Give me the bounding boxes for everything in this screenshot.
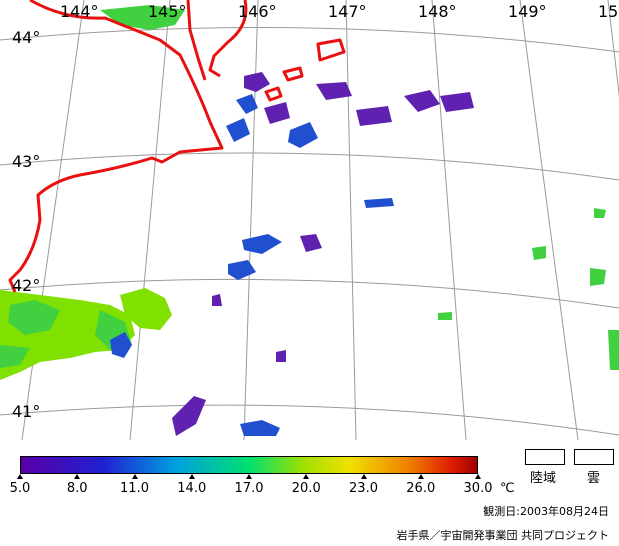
colorbar-tick-mark: [303, 474, 310, 479]
credit: 岩手県／宇宙開発事業団 共同プロジェクト: [396, 529, 610, 542]
sst-green-patch: [0, 5, 619, 370]
colorbar-tick-label: 30.0: [463, 481, 493, 496]
sst-purple-patches: [172, 72, 474, 436]
colorbar-tick-label: 26.0: [406, 481, 436, 496]
land-label: 陸域: [530, 471, 557, 486]
coast-island-c: [316, 38, 346, 62]
colorbar-unit: ℃: [500, 481, 515, 496]
lon-label-149: 149°: [508, 2, 547, 21]
coast-shiretoko: [186, 0, 207, 81]
coast-island-a: [264, 86, 283, 102]
observation-date: 観測日:2003年08月24日: [483, 505, 609, 518]
colorbar-tick-mark: [360, 474, 367, 479]
lon-label-147: 147°: [328, 2, 367, 21]
colorbar-tick-mark: [417, 474, 424, 479]
colorbar-tick-mark: [246, 474, 252, 479]
meridian-146: [243, 0, 259, 440]
land-swatch: [525, 449, 565, 465]
colorbar-tick-label: 11.0: [120, 481, 149, 496]
meridian-149: [519, 0, 579, 440]
meridian-147: [345, 0, 357, 440]
colorbar-tick-label: 20.0: [291, 481, 321, 496]
coast-kunashiri: [208, 0, 248, 78]
colorbar-tick-label: 14.0: [177, 481, 207, 496]
meridian-145: [129, 0, 171, 440]
lon-label-145: 145°: [148, 2, 187, 21]
meridian-150: [607, 0, 619, 98]
meridian-148: [431, 0, 467, 440]
parallel-41: [0, 404, 619, 436]
colorbar-tick-mark: [17, 474, 23, 479]
colorbar: [20, 456, 478, 474]
cloud-label: 雲: [587, 471, 601, 486]
colorbar-tick-label: 23.0: [349, 481, 378, 496]
cloud-swatch: [574, 449, 614, 465]
parallel-42: [0, 278, 619, 309]
sst-map: [0, 0, 619, 440]
colorbar-tick-mark: [188, 474, 195, 479]
lon-label-148: 148°: [418, 2, 457, 21]
colorbar-tick-label: 5.0: [9, 481, 31, 496]
graticule: [0, 0, 619, 440]
colorbar-tick-label: 17.0: [234, 481, 264, 496]
coast-hokkaido: [8, 0, 224, 293]
lon-label-150: 15: [598, 2, 619, 21]
parallel-43: [0, 152, 619, 181]
sst-cold-patches: [110, 94, 394, 436]
parallel-44: [0, 27, 619, 53]
lat-label-41: 41°: [12, 402, 41, 421]
lat-label-42: 42°: [12, 276, 41, 295]
lat-label-44: 44°: [12, 28, 41, 47]
coastline: [8, 0, 346, 293]
colorbar-ticks: 5.0 8.0 11.0 14.0 17.0 20.0 23.0 26.0 30.0: [10, 474, 492, 498]
meridian-144: [21, 0, 85, 440]
lon-label-146: 146°: [238, 2, 277, 21]
colorbar-tick-label: 8.0: [66, 481, 88, 496]
lat-label-43: 43°: [12, 152, 41, 171]
coast-island-b: [282, 66, 304, 82]
colorbar-tick-mark: [131, 474, 138, 479]
lon-label-144: 144°: [60, 2, 99, 21]
colorbar-tick-mark: [74, 474, 81, 479]
colorbar-tick-mark: [475, 474, 481, 479]
